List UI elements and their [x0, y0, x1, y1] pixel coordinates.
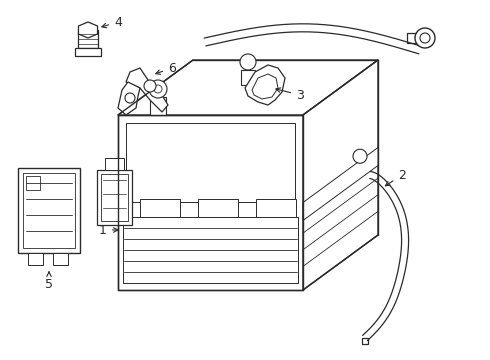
Polygon shape [75, 48, 101, 56]
Polygon shape [303, 148, 378, 220]
Polygon shape [78, 30, 98, 48]
Circle shape [144, 80, 156, 92]
Polygon shape [126, 68, 168, 112]
Polygon shape [150, 97, 166, 115]
Polygon shape [53, 253, 68, 265]
Circle shape [154, 85, 162, 93]
Text: 4: 4 [102, 15, 122, 28]
Circle shape [415, 28, 435, 48]
Text: 2: 2 [385, 168, 406, 186]
Circle shape [240, 54, 256, 70]
Polygon shape [256, 199, 296, 217]
Polygon shape [78, 22, 98, 38]
Circle shape [420, 33, 430, 43]
Text: 3: 3 [276, 88, 304, 102]
Polygon shape [140, 199, 180, 217]
Polygon shape [118, 60, 378, 115]
Polygon shape [101, 174, 128, 221]
Text: 6: 6 [156, 62, 176, 75]
Polygon shape [245, 65, 285, 105]
Polygon shape [105, 158, 124, 170]
Polygon shape [118, 82, 140, 115]
Polygon shape [241, 70, 255, 85]
Polygon shape [123, 216, 298, 283]
Text: 1: 1 [99, 224, 118, 237]
Polygon shape [362, 338, 368, 344]
Polygon shape [126, 123, 295, 202]
Polygon shape [28, 253, 43, 265]
Circle shape [353, 149, 367, 163]
Polygon shape [26, 176, 40, 190]
Circle shape [125, 93, 135, 103]
Polygon shape [97, 170, 132, 225]
Circle shape [149, 80, 167, 98]
Polygon shape [118, 115, 303, 290]
Text: 5: 5 [45, 272, 53, 292]
Polygon shape [198, 199, 238, 217]
Polygon shape [252, 74, 278, 99]
Polygon shape [23, 173, 75, 248]
Polygon shape [303, 60, 378, 290]
Polygon shape [18, 168, 80, 253]
Polygon shape [407, 33, 417, 43]
